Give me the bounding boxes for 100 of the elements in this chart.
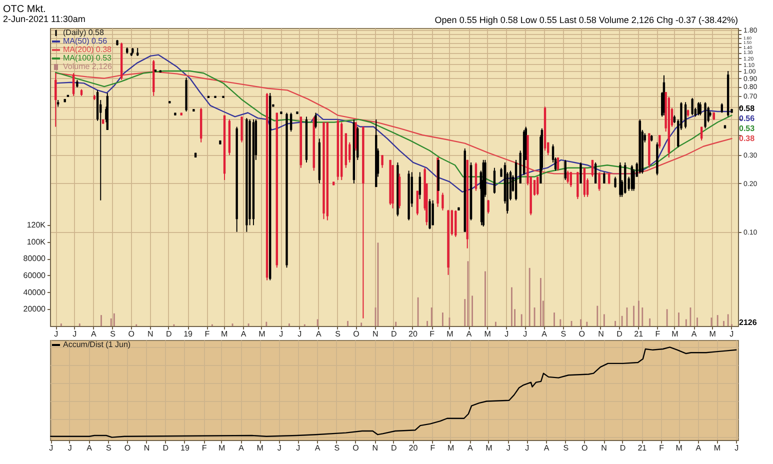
y2-tick-label: 40000 <box>23 288 46 297</box>
annotation: 0.38 <box>739 134 756 144</box>
text: Volume 2,126 <box>63 62 112 71</box>
x-tick-label: A <box>314 444 321 452</box>
x-tick-label: J <box>525 444 530 452</box>
annotation: 0.58 <box>739 104 756 114</box>
legend-label: (Daily) 0.58 <box>63 28 104 37</box>
x-tick-label: F <box>204 330 210 338</box>
x-tick-label: J <box>277 444 282 452</box>
x-tick-label: A <box>86 444 93 452</box>
x-tick-label: A <box>542 330 548 338</box>
chart-title: OTC Mkt. <box>3 4 46 15</box>
text: MA(50) 0.56 <box>63 36 108 46</box>
x-tick-label: N <box>598 330 604 338</box>
x-tick-label: S <box>563 444 569 452</box>
x-tick-label: J <box>506 444 510 452</box>
legend-label: Accum/Dist (1 Jun) <box>63 340 131 349</box>
x-tick-label: J <box>72 330 77 338</box>
x-tick-label: N <box>601 444 608 452</box>
x-tick-label: J <box>734 444 739 452</box>
candlestick <box>536 176 539 196</box>
x-tick-label: D <box>390 444 397 452</box>
x-tick-label: M <box>484 330 492 338</box>
x-tick-label: M <box>221 330 228 338</box>
candlestick <box>290 112 292 132</box>
x-tick-label: J <box>296 444 300 452</box>
x-tick-label: N <box>144 444 150 452</box>
y2-tick-label: 80000 <box>23 254 46 264</box>
x-tick-label: M <box>672 330 679 338</box>
candlestick <box>570 171 572 188</box>
x-tick-label: A <box>316 330 322 338</box>
x-tick-label: S <box>110 330 116 338</box>
text: 2126 <box>739 318 758 327</box>
x-tick-label: A <box>240 330 247 338</box>
candlestick <box>564 159 566 181</box>
x-tick-label: M <box>676 444 683 452</box>
candlestick <box>598 172 600 192</box>
y2-tick-label: 20000 <box>23 304 46 314</box>
x-tick-label: A <box>466 330 472 338</box>
x-tick-label: D <box>162 444 169 452</box>
x-tick-label: O <box>353 330 360 338</box>
x-tick-label: A <box>544 444 550 452</box>
series-label: MA(100) 0.53 <box>63 54 112 62</box>
candlestick <box>487 199 490 214</box>
x-tick-label: O <box>352 444 359 452</box>
x-tick-label: A <box>691 330 698 338</box>
x-tick-label: A <box>696 444 702 452</box>
line-series <box>55 54 732 193</box>
y2-tick-label: 120K <box>26 220 46 230</box>
candlestick <box>240 116 243 143</box>
x-tick-label: 19 <box>184 330 194 338</box>
x-tick-label: F <box>202 444 207 452</box>
annotation: 0.56 <box>739 114 756 124</box>
x-tick-label: N <box>148 330 154 338</box>
x-tick-label: F <box>655 330 660 338</box>
x-tick-label: M <box>446 330 454 338</box>
candlestick <box>608 172 610 185</box>
candlestick <box>54 72 57 128</box>
x-tick-label: O <box>578 330 585 338</box>
x-tick-label: 21 <box>634 330 644 338</box>
candlestick <box>442 192 444 211</box>
candlestick <box>556 156 560 172</box>
x-tick-label: F <box>659 444 664 452</box>
candlestick <box>707 106 710 123</box>
x-tick-label: M <box>709 330 716 338</box>
x-tick-label: J <box>68 444 72 452</box>
x-tick-label: D <box>390 330 397 338</box>
candlestick <box>594 162 597 184</box>
x-tick-label: J <box>504 330 509 338</box>
candlestick <box>381 154 384 168</box>
candlestick <box>418 172 421 200</box>
x-tick-label: M <box>714 444 721 452</box>
candlestick <box>704 102 706 129</box>
y2-tick-label: 60000 <box>23 270 46 280</box>
text: MA(200) 0.38 <box>63 45 112 54</box>
candlestick <box>591 159 594 178</box>
x-tick-label: S <box>334 444 340 452</box>
x-tick-label: A <box>238 444 245 452</box>
x-tick-label: O <box>124 444 131 452</box>
x-tick-label: M <box>486 444 493 452</box>
x-tick-label: 21 <box>638 444 648 452</box>
x-tick-label: J <box>523 330 528 338</box>
candlestick <box>566 170 569 184</box>
x-tick-label: F <box>430 330 435 338</box>
x-tick-label: A <box>468 444 474 452</box>
candlestick <box>658 134 661 149</box>
x-tick-label: J <box>730 330 734 338</box>
x-tick-label: M <box>218 444 226 452</box>
candlestick <box>699 102 702 116</box>
x-tick-label: J <box>49 444 54 452</box>
x-tick-label: S <box>106 444 112 452</box>
x-tick-label: S <box>560 330 566 338</box>
candlestick <box>580 162 582 184</box>
candlestick <box>614 176 616 188</box>
x-tick-label: D <box>166 330 172 338</box>
x-tick-label: O <box>128 330 134 338</box>
x-tick-label: 20 <box>408 330 418 338</box>
x-tick-label: 20 <box>408 444 418 452</box>
candlestick <box>416 190 419 216</box>
annotation: 0.53 <box>739 124 756 134</box>
